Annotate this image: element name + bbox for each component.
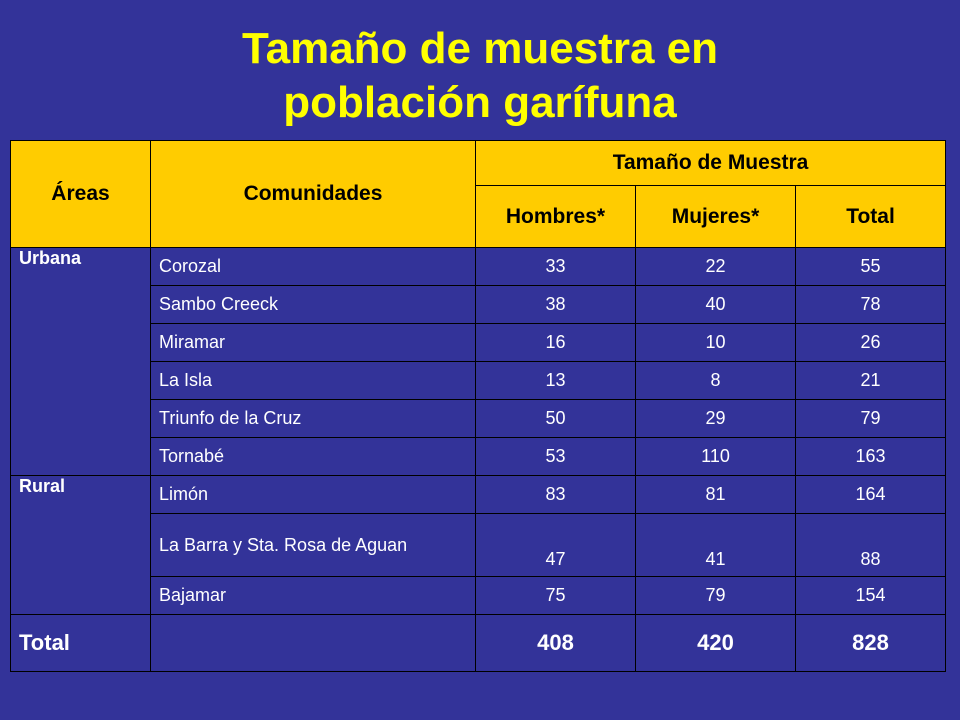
- header-row-2: Hombres* Mujeres* Total: [11, 185, 947, 248]
- hombres-cell: 50: [475, 399, 636, 438]
- total-cell: 88: [794, 513, 947, 577]
- total-cell: 163: [794, 437, 947, 476]
- mujeres-cell: 41: [635, 513, 796, 577]
- mujeres-cell: 10: [635, 323, 796, 362]
- comunidad-cell: Tornabé: [150, 437, 476, 476]
- total-row: Total 408 420 828: [10, 614, 947, 672]
- comunidad-cell: La Barra y Sta. Rosa de Aguan: [150, 513, 476, 577]
- hombres-cell: 75: [475, 576, 636, 615]
- title-line-2: población garífuna: [283, 78, 677, 127]
- total-label: Total: [10, 614, 151, 672]
- mujeres-cell: 29: [635, 399, 796, 438]
- total-cell: 164: [794, 475, 947, 514]
- total-cell: 79: [794, 399, 947, 438]
- total-mujeres: 420: [635, 614, 796, 672]
- total-empty-cell: [150, 614, 476, 672]
- table-row: La Barra y Sta. Rosa de Aguan 47 41 88: [11, 513, 947, 577]
- hombres-cell: 38: [475, 285, 636, 324]
- comunidad-cell: Sambo Creeck: [150, 285, 476, 324]
- header-comunidades: Comunidades: [150, 140, 476, 248]
- area-cell-rural: Rural: [10, 475, 151, 615]
- total-cell: 26: [794, 323, 947, 362]
- header-areas: Áreas: [10, 140, 151, 248]
- comunidad-cell: Bajamar: [150, 576, 476, 615]
- hombres-cell: 33: [475, 247, 636, 286]
- comunidad-cell: Corozal: [150, 247, 476, 286]
- total-cell: 55: [794, 247, 947, 286]
- total-cell: 154: [794, 576, 947, 615]
- total-cell: 21: [794, 361, 947, 400]
- mujeres-cell: 81: [635, 475, 796, 514]
- total-cell: 78: [794, 285, 947, 324]
- page-title: Tamaño de muestra en población garífuna: [0, 22, 960, 130]
- title-line-1: Tamaño de muestra en: [242, 24, 718, 73]
- comunidad-cell: Miramar: [150, 323, 476, 362]
- table-row: Triunfo de la Cruz 50 29 79: [11, 399, 947, 438]
- table-row: Rural Limón 83 81 164: [10, 475, 947, 615]
- sample-size-table: Áreas Comunidades Tamaño de Muestra Homb…: [10, 140, 947, 672]
- hombres-cell: 53: [475, 437, 636, 476]
- header-row-1: Áreas Comunidades Tamaño de Muestra: [10, 140, 947, 248]
- mujeres-cell: 40: [635, 285, 796, 324]
- hombres-cell: 13: [475, 361, 636, 400]
- comunidad-cell: Triunfo de la Cruz: [150, 399, 476, 438]
- total-hombres: 408: [475, 614, 636, 672]
- area-cell-urbana: Urbana: [10, 247, 151, 476]
- mujeres-cell: 110: [635, 437, 796, 476]
- header-tamano-muestra: Tamaño de Muestra: [474, 140, 947, 186]
- hombres-cell: 47: [475, 513, 636, 577]
- header-hombres: Hombres*: [475, 185, 636, 248]
- mujeres-cell: 79: [635, 576, 796, 615]
- table-row: Bajamar 75 79 154: [11, 576, 947, 615]
- table-row: Tornabé 53 110 163: [11, 437, 947, 476]
- table-row: Miramar 16 10 26: [11, 323, 947, 362]
- total-total: 828: [794, 614, 947, 672]
- table-row: Sambo Creeck 38 40 78: [11, 285, 947, 324]
- table-row: La Isla 13 8 21: [11, 361, 947, 400]
- header-mujeres: Mujeres*: [635, 185, 796, 248]
- mujeres-cell: 22: [635, 247, 796, 286]
- table-row: Urbana Corozal 33 22 55: [10, 247, 947, 476]
- comunidad-cell: La Isla: [150, 361, 476, 400]
- hombres-cell: 83: [475, 475, 636, 514]
- comunidad-cell: Limón: [150, 475, 476, 514]
- header-total: Total: [794, 185, 947, 248]
- mujeres-cell: 8: [635, 361, 796, 400]
- hombres-cell: 16: [475, 323, 636, 362]
